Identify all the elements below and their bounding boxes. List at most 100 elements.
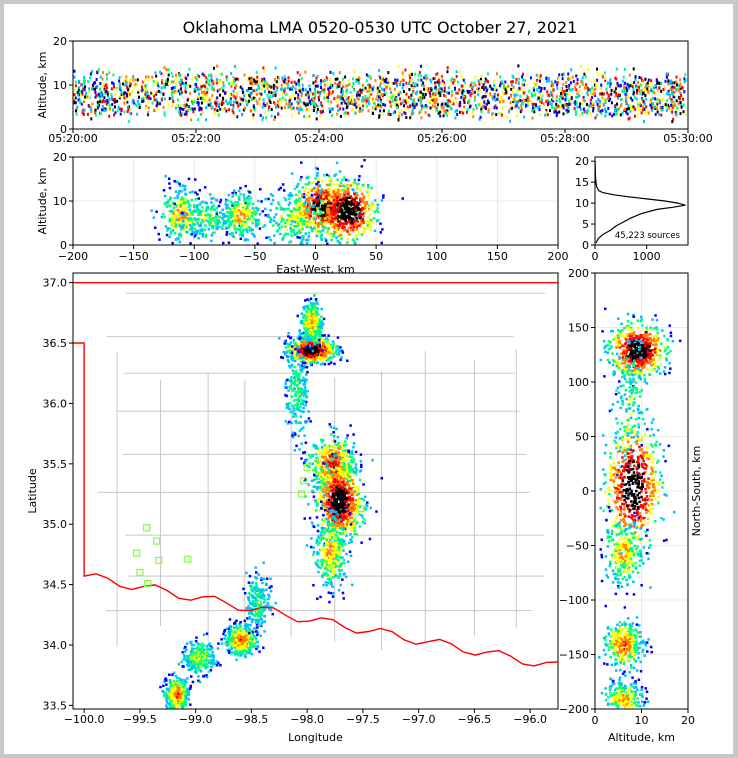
time-source-mark xyxy=(511,74,514,78)
time-source-mark xyxy=(547,93,550,97)
time-source-mark xyxy=(245,89,248,93)
ew-source-mark xyxy=(239,213,243,216)
time-source-mark xyxy=(654,84,657,88)
time-source-mark xyxy=(280,87,283,91)
time-source-mark xyxy=(390,81,393,85)
ew-source-mark xyxy=(342,187,346,190)
time-source-mark xyxy=(575,74,578,78)
map-source-mark xyxy=(327,358,331,361)
ew-source-mark xyxy=(345,222,348,226)
time-source-mark xyxy=(297,82,300,86)
time-source-mark xyxy=(109,107,111,111)
time-source-mark xyxy=(206,87,209,91)
ew-source-mark xyxy=(231,204,234,207)
time-source-mark xyxy=(328,90,331,94)
time-source-mark xyxy=(179,73,182,77)
ew-source-mark xyxy=(343,183,347,186)
map-source-mark xyxy=(329,361,333,364)
time-source-mark xyxy=(494,98,497,102)
map-source-mark xyxy=(297,348,300,351)
time-source-mark xyxy=(666,99,669,103)
time-source-mark xyxy=(575,101,578,105)
time-source-mark xyxy=(336,77,339,81)
time-source-mark xyxy=(177,110,180,114)
ew-source-mark xyxy=(289,226,292,230)
time-source-mark xyxy=(417,73,420,77)
ew-source-mark xyxy=(194,234,197,237)
time-source-mark xyxy=(152,79,155,83)
time-source-mark xyxy=(573,106,576,110)
time-source-mark xyxy=(655,100,658,104)
ew-source-mark xyxy=(368,207,371,211)
time-source-mark xyxy=(336,83,339,87)
time-source-mark xyxy=(561,73,564,77)
time-source-mark xyxy=(629,96,632,100)
time-source-mark xyxy=(480,107,483,111)
time-source-mark xyxy=(469,83,472,87)
ew-source-mark xyxy=(304,199,308,202)
map-source-mark xyxy=(294,352,297,355)
ew-source-mark xyxy=(339,196,342,199)
time-source-mark xyxy=(555,114,558,118)
time-source-mark xyxy=(411,90,414,94)
map-source-mark xyxy=(331,345,334,349)
ew-source-mark xyxy=(334,212,337,216)
time-source-mark xyxy=(554,110,557,114)
ew-source-mark xyxy=(231,219,235,223)
ew-source-mark xyxy=(270,218,273,221)
time-source-mark xyxy=(463,81,466,85)
time-source-mark xyxy=(290,80,293,84)
time-source-mark xyxy=(361,88,364,92)
time-source-mark xyxy=(463,100,466,104)
time-source-mark xyxy=(371,87,374,91)
map-source-mark xyxy=(326,338,329,341)
time-source-mark xyxy=(618,93,621,97)
ew-source-mark xyxy=(281,207,284,211)
ew-source-mark xyxy=(373,229,377,233)
ew-source-mark xyxy=(376,206,380,210)
time-source-mark xyxy=(106,92,109,96)
time-source-mark xyxy=(258,86,261,90)
time-source-mark xyxy=(402,98,405,102)
ew-source-mark xyxy=(183,184,187,188)
time-source-mark xyxy=(596,113,599,117)
time-source-mark xyxy=(643,110,646,114)
time-source-mark xyxy=(663,85,666,89)
ew-source-mark xyxy=(307,192,310,196)
ew-source-mark xyxy=(204,209,208,213)
time-source-mark xyxy=(460,95,463,99)
ew-source-mark xyxy=(353,206,357,210)
ew-source-mark xyxy=(301,227,304,231)
time-source-mark xyxy=(570,68,573,72)
time-source-mark xyxy=(636,85,639,89)
time-source-mark xyxy=(599,102,601,105)
time-source-mark xyxy=(446,98,449,102)
ew-source-mark xyxy=(297,193,301,197)
ew-source-mark xyxy=(316,199,319,202)
time-source-mark xyxy=(533,90,536,94)
ew-source-mark xyxy=(321,229,325,232)
time-source-mark xyxy=(270,108,273,111)
ew-source-mark xyxy=(360,192,364,196)
time-source-mark xyxy=(670,79,673,83)
map-source-mark xyxy=(313,339,316,342)
ew-source-mark xyxy=(246,230,249,233)
time-source-mark xyxy=(338,81,341,84)
time-source-mark xyxy=(287,86,289,90)
ew-source-mark xyxy=(238,220,241,223)
time-source-mark xyxy=(307,96,310,100)
ew-source-mark xyxy=(176,221,179,224)
time-source-mark xyxy=(583,72,586,76)
time-source-mark xyxy=(365,104,368,108)
map-source-mark xyxy=(327,356,330,360)
time-source-mark xyxy=(156,102,159,106)
ew-source-mark xyxy=(330,225,334,229)
time-source-mark xyxy=(409,76,411,80)
ew-source-mark xyxy=(375,208,379,212)
time-source-mark xyxy=(550,103,553,106)
ew-source-mark xyxy=(291,194,294,197)
ew-source-mark xyxy=(259,188,262,191)
ew-source-mark xyxy=(250,228,254,232)
ew-source-mark xyxy=(328,194,331,198)
time-source-mark xyxy=(170,91,173,95)
